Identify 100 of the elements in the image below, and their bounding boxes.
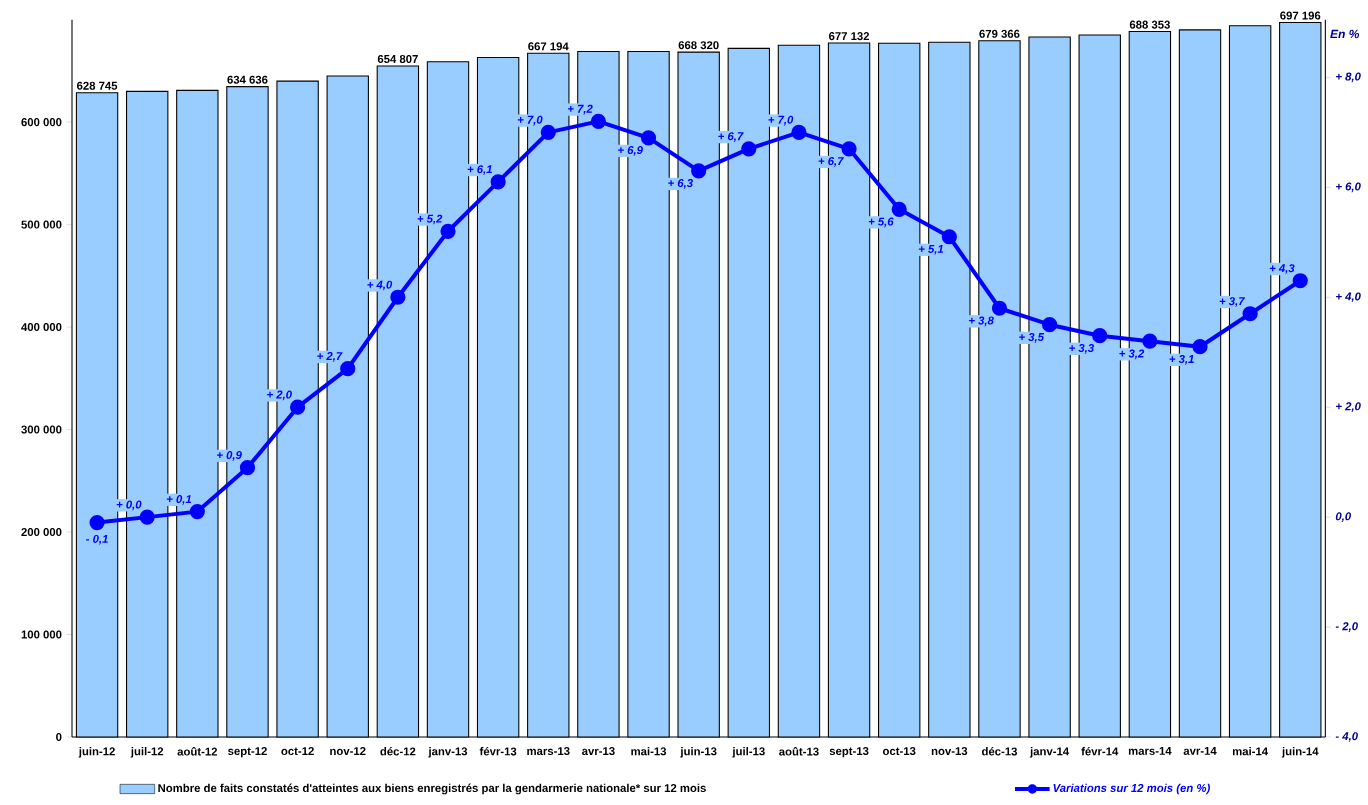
x-tick-label: mars-14 [1128, 747, 1172, 755]
x-tick-label: janv-13 [428, 747, 468, 758]
data-label: 677 132 [829, 32, 870, 41]
y2-tick-label: 0,0 [1335, 512, 1352, 522]
data-label: + 3,7 [1219, 297, 1245, 307]
data-label: + 3,1 [1169, 354, 1194, 365]
point [340, 361, 356, 377]
x-tick-label: juin-13 [680, 747, 717, 758]
x-tick-label: sept-13 [829, 747, 869, 758]
point [1142, 333, 1158, 349]
x-tick-label: déc-13 [981, 747, 1018, 756]
point [239, 460, 256, 476]
point [941, 229, 957, 245]
data-label: + 7,0 [517, 115, 543, 126]
x-tick-label: août-13 [779, 747, 819, 756]
point [390, 289, 406, 305]
x-tick-label: août-12 [177, 747, 218, 756]
point [1192, 339, 1208, 355]
data-label: + 5,2 [417, 214, 443, 225]
data-label: + 6,9 [618, 146, 643, 156]
y-tick-label: 400 000 [21, 323, 62, 332]
data-label: + 6,7 [718, 132, 744, 142]
point [189, 504, 205, 520]
data-label: + 3,2 [1119, 349, 1145, 360]
x-tick-label: oct-13 [882, 747, 916, 756]
x-tick-label: juil-13 [732, 747, 765, 758]
y2-tick-label: - 2,0 [1335, 622, 1358, 632]
data-label: 668 320 [678, 41, 719, 50]
data-label: + 6,3 [668, 179, 693, 189]
x-tick-label: déc-12 [380, 747, 416, 756]
x-tick-label: févr-14 [1081, 747, 1119, 756]
y-tick-label: 600 000 [21, 118, 62, 127]
point [1042, 317, 1058, 333]
point [841, 141, 857, 157]
legend-label: Nombre de faits constatés d'atteintes aux biens enregistrés par la gendarmerie nationale* sur 12 mois [158, 783, 706, 795]
data-label: + 6,7 [818, 157, 844, 167]
point [89, 515, 105, 531]
x-tick-label: janv-14 [1029, 747, 1070, 758]
point [1092, 328, 1108, 344]
data-label: + 0,9 [217, 451, 242, 461]
x-tick-label: nov-12 [330, 747, 366, 756]
data-label: + 0,0 [116, 500, 142, 511]
data-label: + 3,3 [1069, 343, 1094, 354]
data-label: + 5,1 [918, 245, 944, 255]
y2-tick-label: + 4,0 [1336, 292, 1361, 303]
data-label: + 7,0 [768, 115, 794, 126]
y-tick-label: 500 000 [21, 220, 62, 229]
point [991, 300, 1008, 316]
data-label: 679 366 [979, 29, 1020, 38]
data-label: 697 196 [1280, 11, 1321, 20]
legend-label: Variations sur 12 mois (en %) [1053, 783, 1210, 795]
point [440, 223, 456, 239]
data-label: + 3,5 [1019, 333, 1045, 343]
y2-tick-label: + 2,0 [1336, 402, 1361, 413]
x-tick-label: juil-12 [130, 747, 164, 758]
point [290, 399, 306, 415]
x-tick-label: juin-12 [78, 747, 115, 758]
y-tick-label: 100 000 [21, 630, 62, 639]
x-tick-label: févr-13 [479, 747, 517, 756]
data-label: + 6,1 [467, 165, 492, 175]
x-tick-label: juin-14 [1281, 747, 1319, 758]
x-tick-label: avr-14 [1183, 747, 1217, 755]
y2-axis-title: En % [1330, 29, 1360, 39]
x-tick-label: sept-12 [228, 747, 267, 758]
x-tick-label: nov-13 [931, 747, 968, 756]
data-label: + 5,6 [868, 217, 894, 228]
x-tick-label: mai-13 [631, 747, 667, 756]
point [791, 124, 807, 140]
data-label: + 2,7 [317, 352, 343, 362]
data-label: 634 636 [227, 75, 268, 84]
y-tick-label: 200 000 [21, 528, 62, 537]
data-label: 688 353 [1129, 20, 1170, 29]
y2-tick-label: - 4,0 [1335, 732, 1358, 742]
point [741, 141, 757, 157]
point [891, 201, 907, 217]
data-label: + 0,1 [166, 495, 192, 505]
data-label: 667 194 [528, 42, 569, 51]
data-label: + 2,0 [267, 390, 292, 401]
point [540, 124, 556, 140]
y2-tick-label: + 8,0 [1336, 72, 1361, 83]
point [590, 113, 607, 129]
point [1242, 306, 1258, 322]
data-label: + 3,8 [969, 316, 994, 327]
data-label: + 4,0 [367, 280, 393, 291]
point [139, 509, 155, 525]
point [490, 174, 506, 190]
x-tick-label: avr-13 [582, 747, 615, 756]
y-tick-label: 0 [56, 732, 62, 741]
y2-tick-label: + 6,0 [1336, 182, 1361, 193]
data-label: - 0,1 [86, 534, 108, 545]
x-tick-label: mai-14 [1232, 747, 1269, 756]
point [1292, 273, 1308, 289]
y-tick-label: 300 000 [21, 425, 62, 434]
x-tick-label: mars-13 [527, 747, 570, 756]
data-label: 654 807 [377, 55, 418, 64]
x-tick-label: oct-12 [281, 747, 314, 756]
data-label: + 4,3 [1269, 264, 1295, 274]
point [640, 130, 657, 146]
data-label: 628 745 [77, 81, 118, 90]
data-label: + 7,2 [567, 104, 593, 115]
